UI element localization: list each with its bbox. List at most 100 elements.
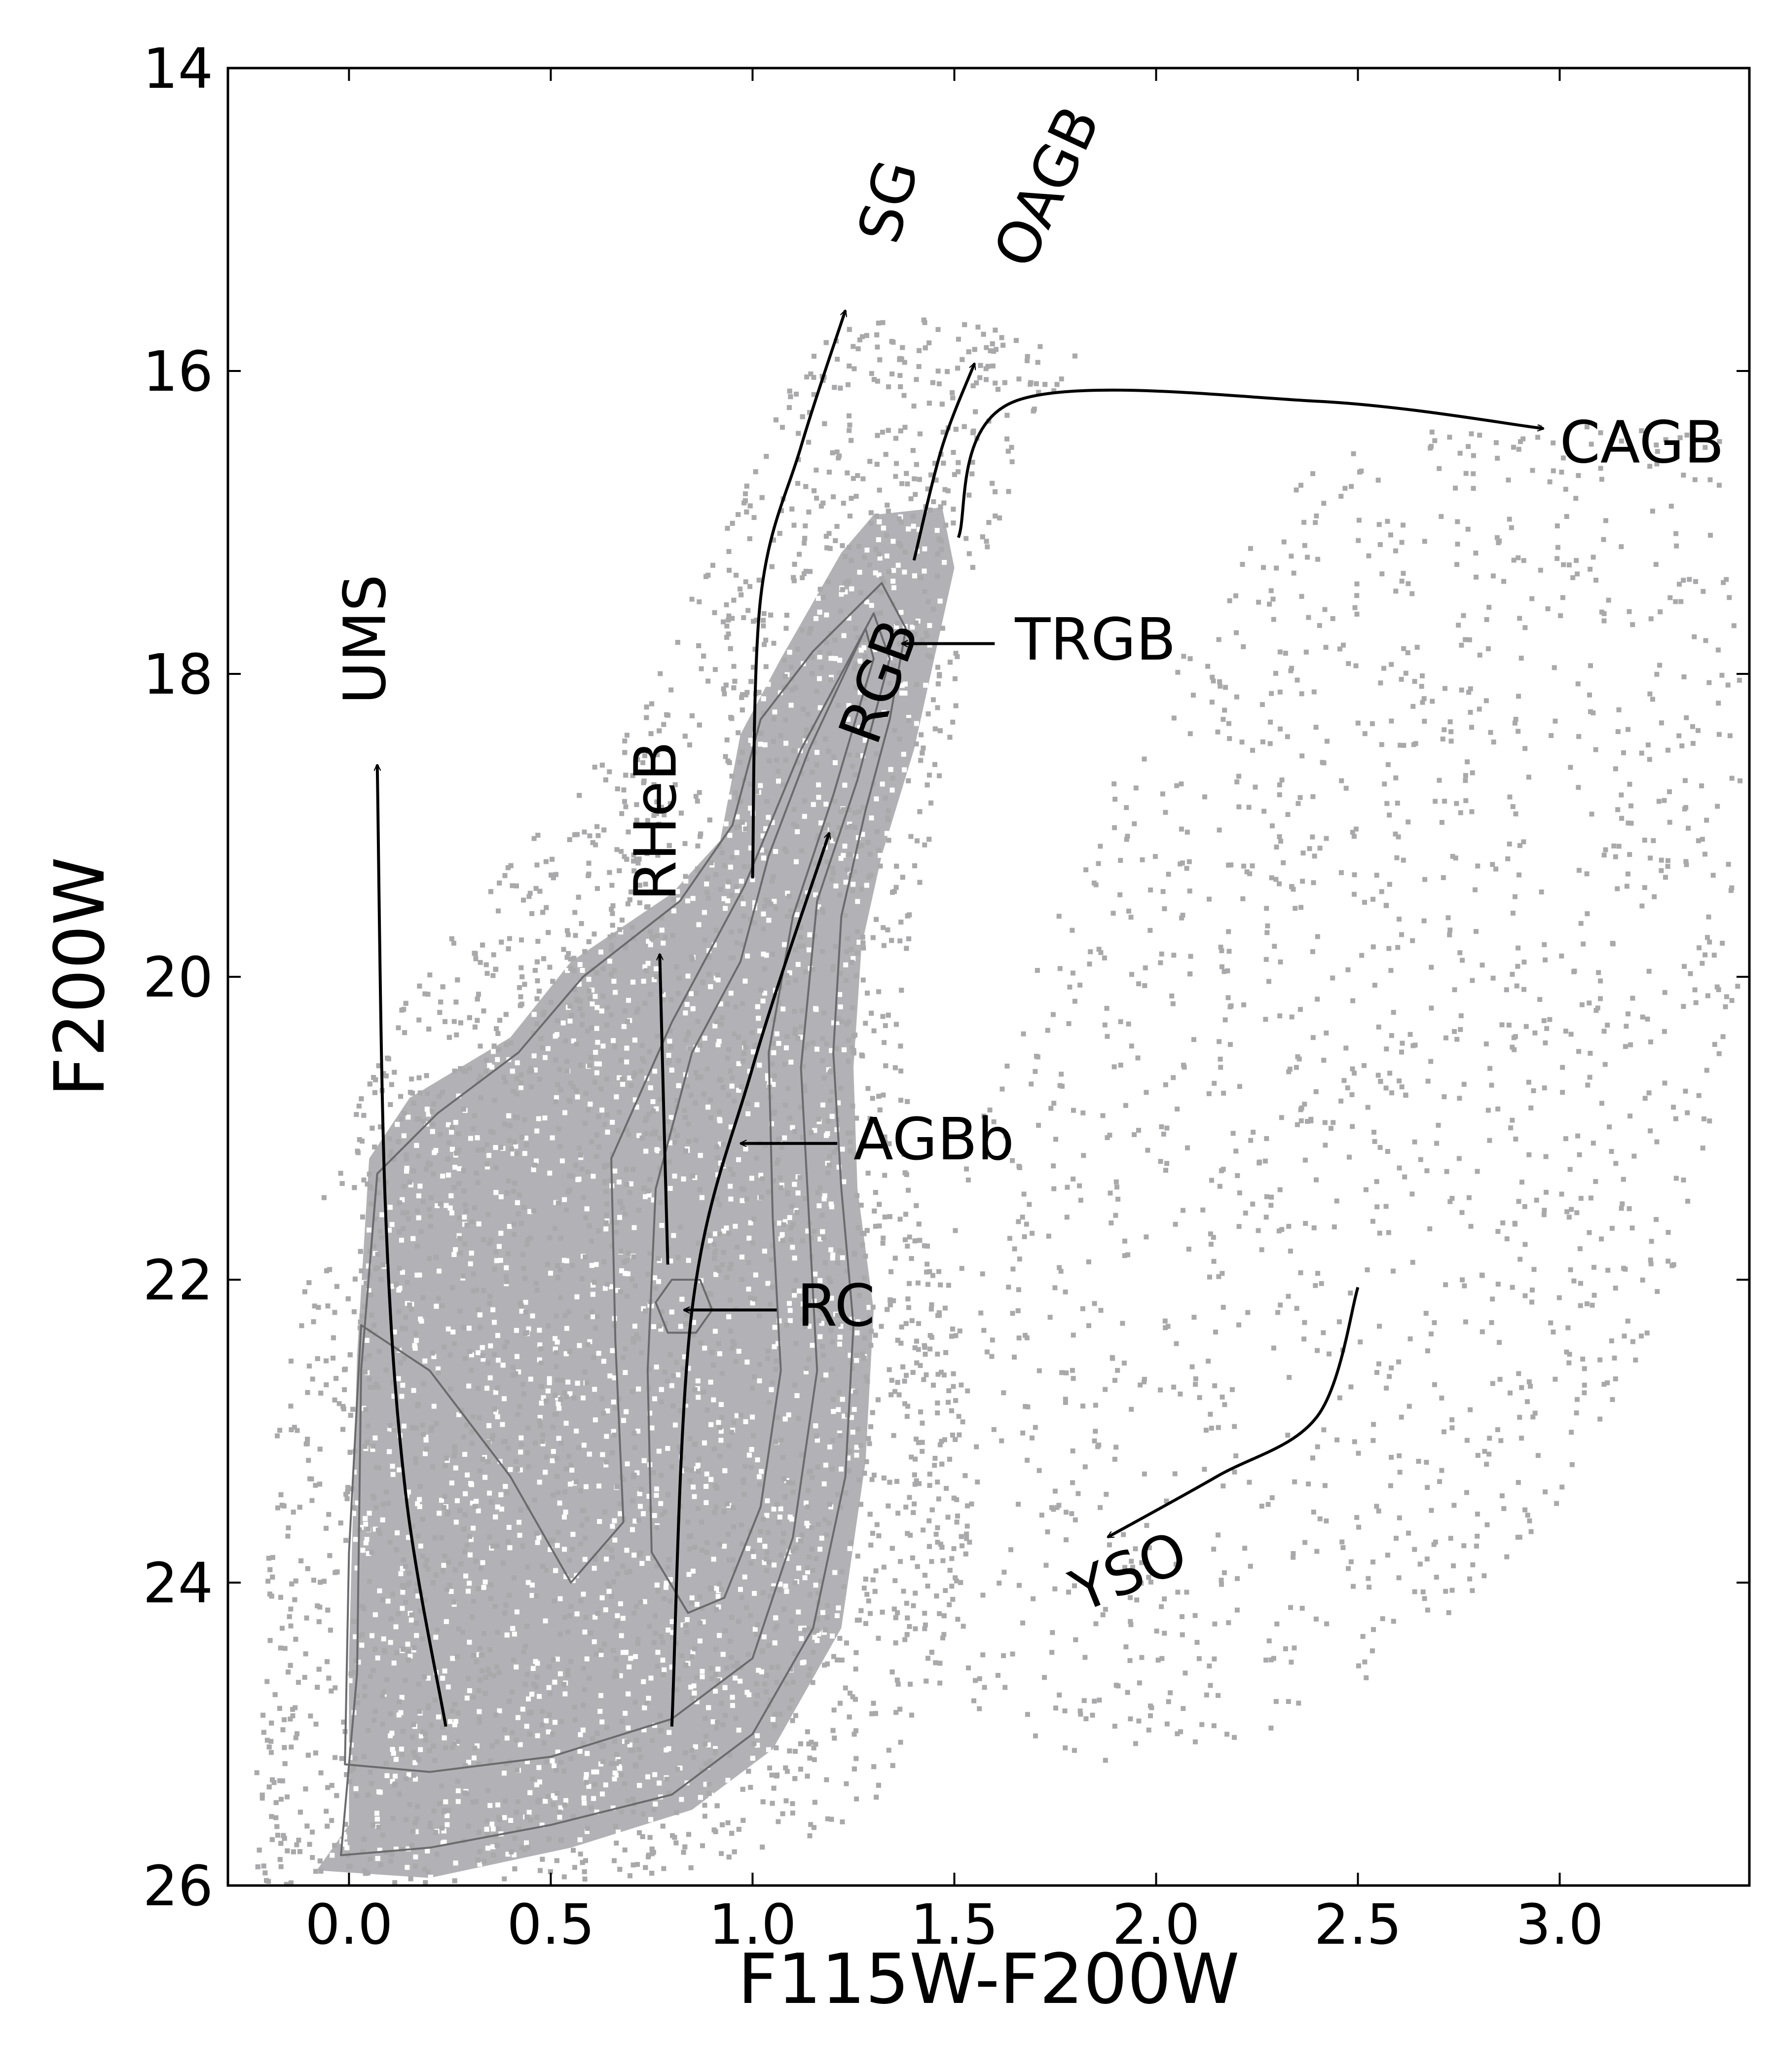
star-point xyxy=(810,967,815,972)
star-point xyxy=(911,1603,916,1608)
star-point xyxy=(642,753,647,758)
star-point xyxy=(905,481,910,486)
star-point xyxy=(804,727,809,733)
star-point xyxy=(641,1511,646,1517)
star-point xyxy=(587,833,592,839)
star-point xyxy=(766,1747,771,1752)
star-point xyxy=(842,844,848,849)
star-point xyxy=(528,1817,533,1823)
star-point xyxy=(482,1579,488,1585)
star-point xyxy=(913,492,918,497)
star-point xyxy=(666,1159,672,1165)
star-point xyxy=(493,1165,499,1171)
star-point xyxy=(621,1418,626,1423)
star-point xyxy=(754,1102,760,1108)
star-point xyxy=(816,904,821,910)
star-point xyxy=(811,1650,816,1655)
star-point xyxy=(413,1338,419,1343)
star-point xyxy=(794,824,799,829)
star-point xyxy=(543,1470,548,1475)
star-point xyxy=(959,1382,964,1388)
star-point xyxy=(492,1604,498,1609)
star-point xyxy=(537,1328,542,1333)
star-point xyxy=(738,1587,743,1592)
star-point xyxy=(502,1815,507,1820)
star-point xyxy=(780,1455,785,1460)
star-point xyxy=(777,1318,782,1324)
star-point xyxy=(679,1296,685,1302)
star-point xyxy=(512,1181,518,1186)
star-point xyxy=(752,647,758,652)
star-point xyxy=(574,1611,580,1617)
star-point xyxy=(568,957,573,962)
star-point xyxy=(815,595,821,601)
star-point xyxy=(929,1302,934,1307)
star-point xyxy=(676,1083,681,1088)
star-point xyxy=(392,1880,398,1886)
star-point xyxy=(605,1408,610,1413)
star-point xyxy=(770,1586,776,1591)
star-point xyxy=(487,1803,493,1808)
star-point xyxy=(555,1791,560,1796)
star-point xyxy=(456,1147,462,1153)
star-point xyxy=(490,1307,496,1312)
star-point xyxy=(470,1500,475,1506)
star-point xyxy=(880,1014,886,1019)
star-point xyxy=(876,320,881,326)
star-point xyxy=(652,1069,658,1074)
star-point xyxy=(396,1288,402,1293)
star-point xyxy=(774,1031,779,1036)
star-point xyxy=(412,1760,418,1765)
star-point xyxy=(728,864,733,870)
star-point xyxy=(783,1584,788,1589)
star-point xyxy=(857,569,862,575)
star-point xyxy=(476,1762,481,1767)
star-point xyxy=(654,1525,660,1530)
star-point xyxy=(733,1675,738,1681)
star-point xyxy=(495,1504,500,1510)
star-point xyxy=(615,1571,620,1577)
star-point xyxy=(734,1413,740,1418)
star-point xyxy=(851,956,856,961)
star-point xyxy=(590,840,595,845)
star-point xyxy=(452,1722,457,1728)
star-point xyxy=(858,647,864,653)
star-point xyxy=(813,861,818,866)
star-point xyxy=(395,1122,400,1127)
star-point xyxy=(912,476,917,481)
star-point xyxy=(736,1727,741,1733)
star-point xyxy=(497,1708,502,1713)
star-point xyxy=(911,404,917,409)
star-point xyxy=(882,1214,888,1220)
star-point xyxy=(488,1343,493,1349)
star-point xyxy=(683,1010,688,1016)
star-point xyxy=(611,1579,616,1585)
star-point xyxy=(453,1465,458,1471)
star-point xyxy=(712,1023,718,1029)
star-point xyxy=(515,1354,519,1359)
star-point xyxy=(699,1519,704,1525)
star-point xyxy=(755,1733,760,1739)
star-point xyxy=(836,1164,842,1170)
star-point xyxy=(606,1589,612,1594)
star-point xyxy=(563,1420,569,1426)
star-point xyxy=(723,821,729,826)
star-point xyxy=(412,1343,417,1348)
star-point xyxy=(471,1289,476,1294)
star-point xyxy=(666,1053,671,1058)
star-point xyxy=(764,1513,770,1518)
star-point xyxy=(669,1383,674,1388)
star-point xyxy=(376,1824,381,1830)
star-point xyxy=(850,1430,855,1435)
star-point xyxy=(463,1491,468,1496)
star-point xyxy=(819,1321,824,1326)
star-point xyxy=(538,1036,544,1041)
star-point xyxy=(749,1176,754,1181)
star-point xyxy=(353,1634,358,1639)
star-point xyxy=(752,1627,758,1632)
star-point xyxy=(763,664,769,669)
star-point xyxy=(825,1603,830,1608)
star-point xyxy=(619,1810,624,1814)
star-point xyxy=(375,1527,381,1533)
star-point xyxy=(760,999,766,1003)
